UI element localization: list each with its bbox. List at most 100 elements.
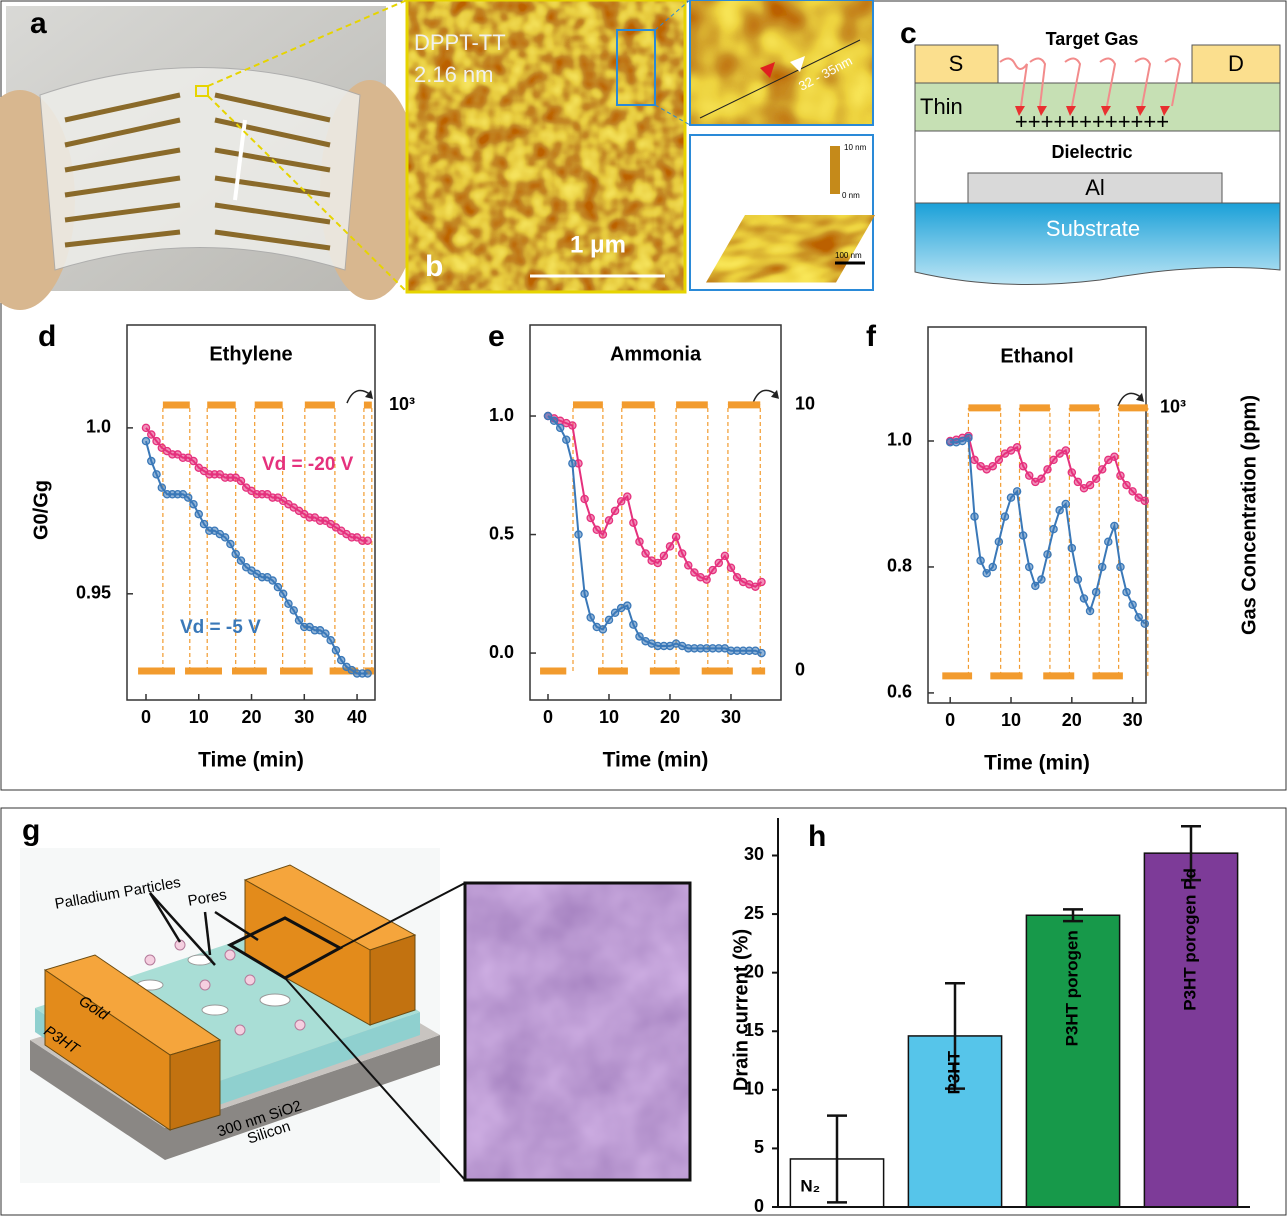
data-point (587, 614, 594, 621)
panel-c-diagram (915, 45, 1280, 285)
data-point (1093, 475, 1100, 482)
roughness: 2.16 nm (414, 62, 494, 87)
data-point (971, 456, 978, 463)
data-point (158, 484, 165, 491)
y-tick-label: 0.5 (489, 523, 514, 543)
data-point (142, 424, 149, 431)
y2-tick-label: 10³ (389, 394, 415, 414)
data-point (611, 507, 618, 514)
data-point (758, 578, 765, 585)
data-point (989, 463, 996, 470)
y-tick-label: 1.0 (489, 405, 514, 425)
y-axis-label: G0/Gg (30, 480, 52, 540)
x-axis-label: Time (min) (603, 749, 709, 772)
data-point (983, 570, 990, 577)
x-axis-label: Time (min) (984, 752, 1090, 775)
figure: a DPPT-TT 2.16 nm b 1 μm 32 - 35nm 10 nm… (0, 0, 1287, 1216)
data-point (989, 563, 996, 570)
drain-label: D (1228, 51, 1244, 76)
data-point (364, 537, 371, 544)
panel-label: c (900, 17, 917, 50)
colorbar-min: 0 nm (842, 191, 860, 200)
y-tick-label: 5 (754, 1137, 764, 1157)
series-label: Vd = -5 V (180, 617, 261, 638)
data-point (1093, 589, 1100, 596)
y2-tick-label: 10³ (1160, 397, 1186, 417)
x-tick-label: 20 (242, 707, 262, 727)
data-point (1099, 466, 1106, 473)
panel-label: a (30, 7, 47, 40)
x-tick-label: 10 (599, 707, 619, 727)
data-point (1068, 469, 1075, 476)
charges: ++++++++++++ (1015, 109, 1169, 134)
data-point (1020, 532, 1027, 539)
data-point (1068, 544, 1075, 551)
y-tick-label: 0 (754, 1196, 764, 1216)
data-point (142, 438, 149, 445)
data-point (1105, 538, 1112, 545)
panel-a-photo (0, 0, 420, 310)
gate-label: Al (1085, 175, 1105, 200)
data-point (569, 460, 576, 467)
data-point (1038, 576, 1045, 583)
data-point (624, 602, 631, 609)
gas-label: Target Gas (1046, 29, 1139, 49)
data-point (153, 471, 160, 478)
y-tick-label: 1.0 (887, 430, 912, 450)
scale-bar-label: 1 μm (570, 231, 626, 258)
plot-frame (928, 327, 1146, 703)
y2-axis-label: Gas Concentration (ppm) (1238, 395, 1260, 635)
data-point (1080, 595, 1087, 602)
data-point (1123, 481, 1130, 488)
data-point (727, 564, 734, 571)
y-tick-label: 0.6 (887, 682, 912, 702)
data-point (269, 577, 276, 584)
dielectric-label: Dielectric (1051, 142, 1132, 162)
panel-label: h (808, 820, 826, 853)
y-tick-label: 0.95 (76, 583, 111, 603)
panel-label: g (22, 814, 40, 847)
y-tick-label: 0.0 (489, 642, 514, 662)
data-point (581, 495, 588, 502)
data-point (624, 493, 631, 500)
data-point (327, 637, 334, 644)
data-point (575, 531, 582, 538)
y-tick-label: 1.0 (86, 417, 111, 437)
data-point (338, 657, 345, 664)
x-tick-label: 10 (189, 707, 209, 727)
data-point (1099, 563, 1106, 570)
x-tick-label: 30 (294, 707, 314, 727)
y-tick-label: 30 (744, 844, 764, 864)
data-point (237, 557, 244, 564)
data-point (274, 584, 281, 591)
data-point (1044, 466, 1051, 473)
data-point (1007, 494, 1014, 501)
data-point (148, 457, 155, 464)
data-point (290, 607, 297, 614)
data-point (153, 438, 160, 445)
data-point (758, 649, 765, 656)
data-point (685, 562, 692, 569)
data-point (1038, 475, 1045, 482)
data-point (1086, 481, 1093, 488)
data-point (190, 501, 197, 508)
data-point (1074, 478, 1081, 485)
data-point (995, 538, 1002, 545)
data-point (1062, 500, 1069, 507)
data-point (971, 513, 978, 520)
data-point (587, 514, 594, 521)
data-point (1111, 522, 1118, 529)
data-point (1117, 563, 1124, 570)
data-point (1062, 447, 1069, 454)
data-point (642, 550, 649, 557)
x-tick-label: 0 (543, 707, 553, 727)
data-point (232, 550, 239, 557)
data-point (1074, 576, 1081, 583)
data-point (672, 533, 679, 540)
data-point (557, 424, 564, 431)
data-point (1050, 526, 1057, 533)
category-label: P3HT porogen (1062, 930, 1081, 1046)
data-point (1026, 472, 1033, 479)
x-tick-label: 0 (945, 710, 955, 730)
y2-tick-label: 0 (795, 660, 805, 680)
